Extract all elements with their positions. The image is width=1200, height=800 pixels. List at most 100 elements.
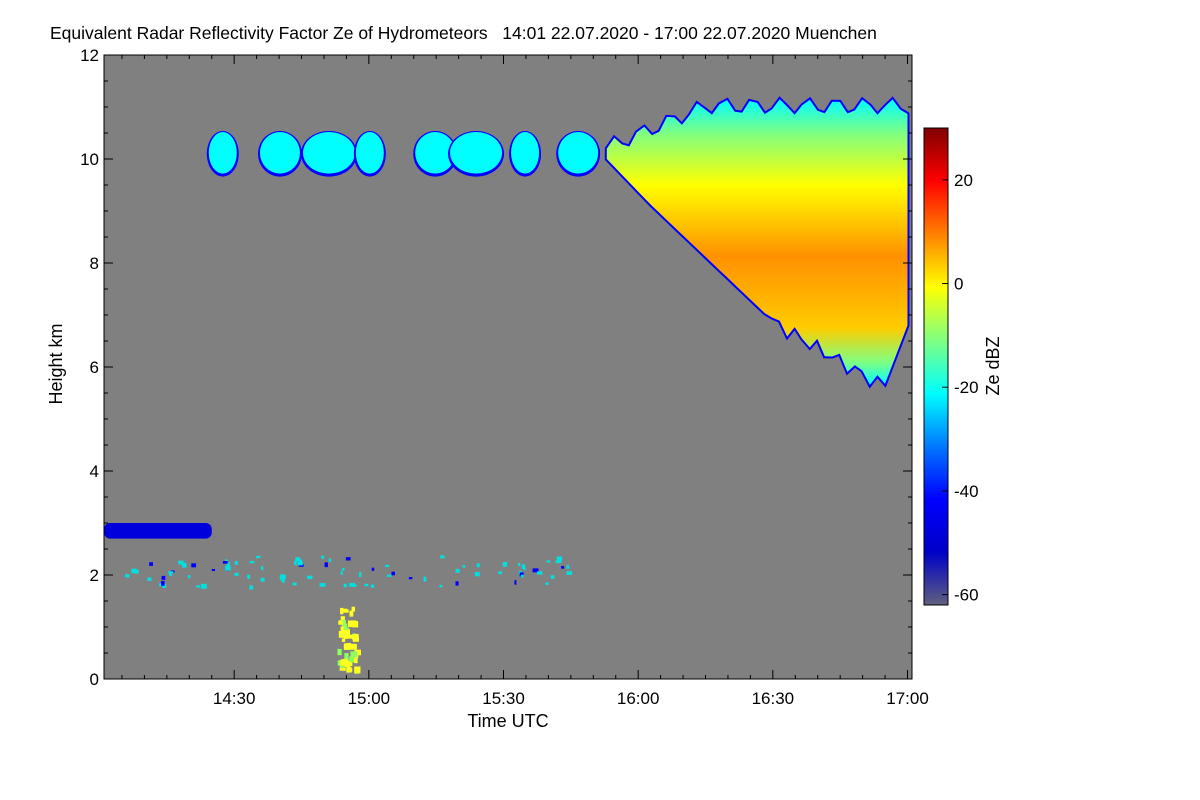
- clutter-pixel: [299, 559, 303, 563]
- clutter-pixel: [225, 565, 231, 571]
- clutter-pixel: [556, 556, 563, 561]
- clutter-pixel: [260, 577, 265, 582]
- clutter-pixel: [566, 571, 573, 575]
- clutter-pixel: [249, 561, 255, 564]
- clutter-pixel: [385, 564, 390, 568]
- y-tick-label: 4: [90, 462, 99, 481]
- clutter-pixel: [211, 568, 216, 572]
- insect-echo-pixel: [354, 666, 361, 674]
- clutter-pixel: [307, 575, 313, 580]
- clutter-pixel: [234, 572, 239, 576]
- clutter-pixel: [295, 557, 301, 562]
- clutter-pixel: [161, 580, 165, 586]
- clutter-pixel: [408, 577, 413, 580]
- clutter-pixel: [321, 555, 325, 559]
- clutter-pixel: [545, 582, 549, 585]
- clutter-pixel: [561, 565, 565, 569]
- insect-echo-pixel: [350, 651, 358, 657]
- clutter-pixel: [391, 571, 395, 576]
- insect-echo-pixel: [353, 658, 358, 664]
- y-tick-label: 6: [90, 358, 99, 377]
- clutter-pixel: [518, 562, 521, 566]
- insect-echo-pixel: [341, 638, 346, 642]
- clutter-pixel: [162, 583, 167, 588]
- x-tick-label: 17:00: [886, 689, 929, 708]
- insect-echo-pixel: [340, 616, 345, 623]
- x-tick-label: 16:30: [752, 689, 795, 708]
- insect-echo-pixel: [351, 606, 356, 612]
- clutter-pixel: [195, 585, 201, 588]
- insect-echo-pixel: [349, 610, 354, 617]
- clutter-pixel: [147, 577, 152, 581]
- clutter-pixel: [222, 561, 228, 564]
- clutter-pixel: [371, 567, 375, 571]
- clutter-pixel: [328, 558, 332, 562]
- clutter-pixel: [349, 582, 355, 587]
- clutter-pixel: [474, 572, 480, 577]
- insect-echo-pixel: [343, 632, 348, 639]
- insect-echo-pixel: [350, 643, 357, 650]
- colorbar-axis: -60 -40 -20 0 20: [942, 171, 979, 605]
- x-axis: 14:30 15:00 15:30 16:00 16:30 17:00: [121, 55, 929, 708]
- clutter-pixel: [476, 563, 480, 568]
- insect-echo-pixel: [344, 653, 349, 660]
- clutter-pixel: [247, 574, 251, 579]
- insect-echo-pixel: [339, 667, 346, 671]
- clutter-pixel: [342, 567, 345, 571]
- clutter-pixel: [340, 571, 343, 575]
- echo-layer: [104, 96, 910, 674]
- clutter-pixel: [514, 580, 517, 585]
- insect-echo-pixel: [342, 658, 347, 664]
- clutter-pixel: [462, 565, 466, 568]
- clutter-pixel: [440, 555, 445, 559]
- clutter-pixel: [555, 560, 562, 564]
- clutter-pixel: [149, 562, 153, 566]
- y-tick-label: 8: [90, 254, 99, 273]
- colorbar-label: Ze dBZ: [983, 336, 1003, 395]
- clutter-pixel: [168, 571, 174, 574]
- insect-echo-pixel: [346, 643, 352, 650]
- clutter-pixel: [523, 567, 526, 571]
- insect-echo-pixel: [344, 661, 351, 667]
- anvil-cloud: [606, 99, 908, 385]
- clutter-pixel: [319, 583, 326, 587]
- colorbar-tick-label: 20: [954, 171, 973, 190]
- clutter-pixel: [566, 564, 570, 569]
- clutter-pixel: [159, 583, 162, 587]
- cirrus-patch: [208, 132, 237, 174]
- cirrus-patch: [415, 132, 456, 174]
- insect-echo-pixel: [350, 620, 357, 627]
- clutter-pixel: [498, 571, 503, 575]
- clutter-pixel: [125, 574, 130, 578]
- cirrus-patch: [259, 132, 300, 174]
- clutter-pixel: [359, 572, 362, 577]
- clutter-pixel: [536, 571, 543, 575]
- clutter-pixel: [279, 574, 286, 580]
- clutter-pixel: [343, 583, 347, 588]
- insect-echo-pixel: [340, 626, 345, 633]
- clutter-pixel: [281, 578, 285, 583]
- clutter-pixel: [297, 561, 303, 566]
- clutter-pixel: [191, 563, 197, 568]
- clutter-pixel: [520, 574, 524, 578]
- x-axis-label: Time UTC: [467, 711, 548, 731]
- insect-echo-pixel: [340, 607, 344, 615]
- y-tick-label: 0: [90, 670, 99, 689]
- clutter-pixel: [292, 582, 297, 586]
- colorbar-tick-label: 0: [954, 275, 963, 294]
- clutter-pixel: [249, 585, 254, 590]
- y-tick-label: 12: [80, 46, 99, 65]
- cirrus-patch: [302, 132, 355, 174]
- insect-echo-pixel: [341, 623, 348, 629]
- clutter-pixel: [131, 568, 137, 574]
- clutter-pixel: [550, 575, 555, 579]
- insect-echo-pixel: [349, 634, 354, 639]
- clutter-pixel: [439, 584, 443, 588]
- clutter-pixel: [370, 584, 375, 588]
- clutter-pixel: [256, 555, 261, 559]
- x-tick-label: 15:30: [482, 689, 525, 708]
- clutter-pixel: [161, 575, 166, 580]
- insect-echo-pixel: [338, 620, 344, 625]
- clutter-pixel: [423, 576, 427, 582]
